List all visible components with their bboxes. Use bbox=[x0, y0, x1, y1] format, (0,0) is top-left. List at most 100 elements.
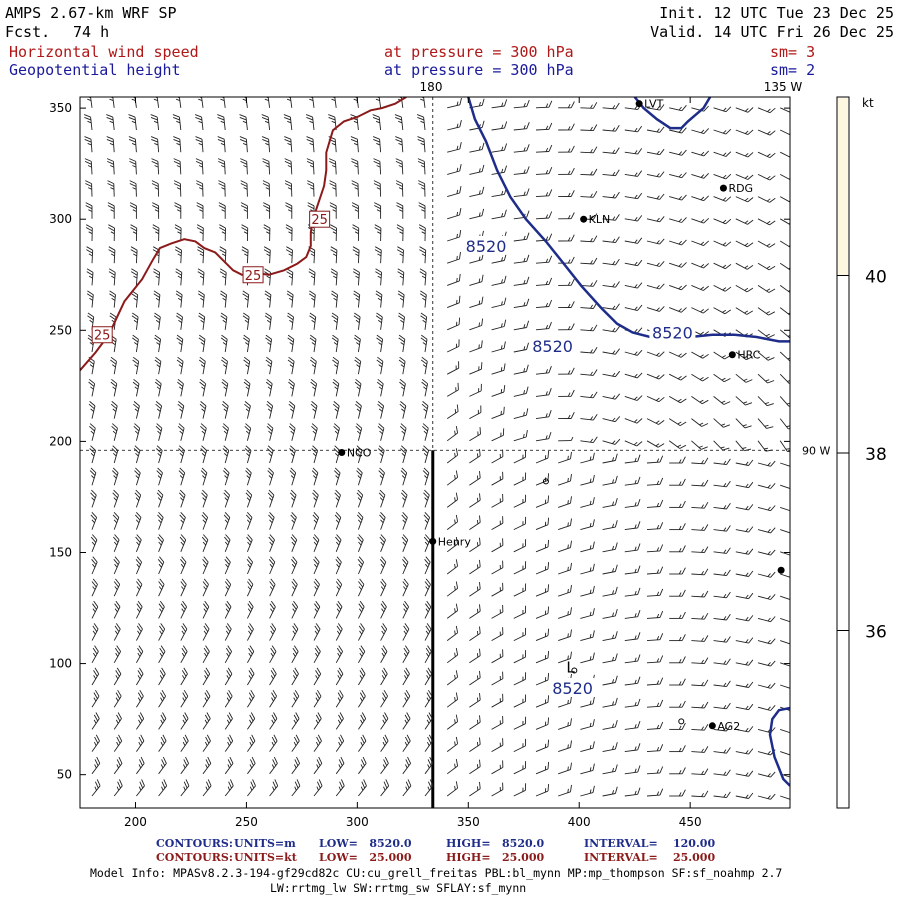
barb-flag bbox=[678, 173, 683, 178]
barb-staff bbox=[558, 569, 571, 575]
barb-staff bbox=[491, 744, 504, 752]
barb-flag bbox=[612, 149, 616, 154]
barb-flag bbox=[394, 114, 402, 118]
barb-staff bbox=[535, 306, 550, 309]
barb-staff bbox=[624, 373, 638, 379]
barb-flag bbox=[336, 630, 340, 635]
barb-staff bbox=[780, 573, 790, 578]
barb-flag bbox=[612, 417, 616, 422]
wind-barb bbox=[313, 734, 322, 752]
barb-staff bbox=[779, 329, 790, 339]
barb-flag bbox=[459, 142, 462, 150]
wind-barb bbox=[150, 136, 160, 153]
wind-barb bbox=[328, 158, 337, 175]
barb-flag bbox=[523, 102, 526, 107]
wind-barb bbox=[111, 467, 119, 486]
barb-staff bbox=[624, 129, 638, 133]
barb-flag bbox=[224, 541, 229, 546]
barb-staff bbox=[624, 571, 638, 575]
wind-barb bbox=[669, 634, 686, 642]
barb-flag bbox=[269, 541, 273, 546]
barb-flag bbox=[195, 160, 203, 165]
barb-flag bbox=[359, 578, 365, 585]
barb-flag bbox=[788, 222, 790, 225]
barb-flag bbox=[289, 448, 295, 454]
barb-flag bbox=[400, 448, 406, 454]
barb-staff bbox=[624, 771, 638, 775]
barb-staff bbox=[691, 284, 704, 291]
barb-flag bbox=[615, 370, 621, 377]
wind-barb bbox=[200, 423, 207, 441]
barb-staff bbox=[113, 584, 121, 597]
barb-staff bbox=[358, 763, 367, 775]
barb-flag bbox=[357, 536, 363, 543]
barb-flag bbox=[678, 240, 683, 245]
barb-staff bbox=[402, 584, 409, 597]
barb-flag bbox=[223, 408, 228, 412]
barb-flag bbox=[86, 249, 93, 254]
barb-staff bbox=[424, 606, 432, 619]
barb-flag bbox=[150, 136, 158, 140]
barb-flag bbox=[245, 430, 250, 435]
barb-flag bbox=[745, 661, 749, 665]
barb-staff bbox=[691, 396, 703, 405]
barb-flag bbox=[177, 425, 184, 432]
barb-staff bbox=[735, 262, 748, 270]
barb-flag bbox=[419, 293, 427, 298]
barb-flag bbox=[567, 788, 569, 793]
barb-flag bbox=[88, 381, 95, 387]
barb-flag bbox=[316, 781, 321, 789]
wind-barb bbox=[624, 349, 643, 356]
barb-flag bbox=[293, 675, 296, 680]
barb-staff bbox=[757, 240, 770, 248]
wind-barb bbox=[247, 645, 255, 664]
barb-flag bbox=[722, 174, 727, 179]
wind-barb bbox=[246, 534, 253, 552]
wind-barb bbox=[374, 224, 382, 242]
barb-staff bbox=[269, 428, 274, 441]
barb-flag bbox=[199, 187, 203, 190]
barb-staff bbox=[602, 615, 616, 619]
barb-flag bbox=[179, 489, 186, 496]
barb-staff bbox=[491, 633, 504, 641]
barb-flag bbox=[570, 762, 572, 770]
barb-flag bbox=[767, 750, 771, 755]
wind-barb bbox=[268, 511, 275, 530]
wind-barb bbox=[691, 457, 709, 465]
barb-flag bbox=[700, 286, 705, 290]
wind-barb bbox=[513, 494, 527, 508]
min-circle bbox=[542, 478, 549, 485]
barb-flag bbox=[108, 224, 115, 229]
wind-barb bbox=[469, 515, 481, 530]
barb-staff bbox=[357, 383, 362, 397]
wind-barb bbox=[602, 742, 618, 753]
wind-barb bbox=[713, 591, 731, 599]
wind-barb bbox=[85, 202, 93, 219]
barb-flag bbox=[455, 426, 459, 434]
barb-flag bbox=[360, 714, 365, 722]
barb-flag bbox=[309, 120, 314, 124]
barb-flag bbox=[722, 447, 730, 451]
barb-staff bbox=[158, 405, 163, 419]
barb-flag bbox=[155, 403, 162, 410]
barb-flag bbox=[656, 375, 660, 379]
wind-barb bbox=[757, 373, 775, 384]
barb-flag bbox=[356, 445, 363, 451]
barb-flag bbox=[178, 386, 183, 390]
barb-flag bbox=[656, 352, 660, 356]
barb-flag bbox=[203, 630, 207, 635]
barb-flag bbox=[423, 386, 427, 390]
barb-staff bbox=[246, 584, 254, 597]
barb-flag bbox=[656, 680, 660, 685]
barb-flag bbox=[567, 237, 571, 242]
wind-barb bbox=[245, 511, 253, 530]
barb-staff bbox=[602, 793, 616, 797]
barb-flag bbox=[336, 586, 340, 590]
wind-contour-label-box bbox=[309, 210, 331, 228]
wind-barb bbox=[535, 233, 553, 242]
wind-barb bbox=[246, 600, 254, 619]
barb-flag bbox=[313, 511, 319, 518]
barb-staff bbox=[646, 772, 661, 775]
barb-flag bbox=[134, 514, 141, 521]
barb-flag bbox=[152, 202, 159, 207]
